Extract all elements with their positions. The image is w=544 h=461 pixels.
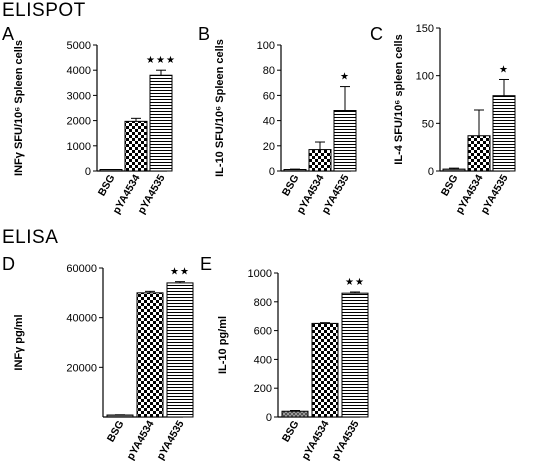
section-title-elispot: ELISPOT	[2, 0, 86, 21]
bar-pya4534	[467, 135, 491, 172]
y-tick-label: 80	[263, 65, 275, 77]
y-tick-label: 20000	[66, 362, 97, 374]
y-tick-label: 40000	[66, 313, 97, 325]
panel-letter: C	[370, 24, 383, 44]
significance-stars: ★★★	[146, 55, 176, 66]
y-tick-label: 600	[254, 326, 272, 338]
y-tick-label: 1000	[248, 268, 272, 280]
bar-pya4535	[166, 282, 194, 418]
x-tick-label: pYA4534	[300, 418, 332, 461]
y-tick-label: 60	[263, 90, 275, 102]
y-tick-label: 0	[269, 166, 275, 178]
y-tick-label: 40	[263, 116, 275, 128]
bar-pya4535	[333, 110, 357, 172]
chart-panel-b: B IL-10 SFU/10⁶ Spleen cells 0 20 40 60 80 100 B…	[198, 24, 357, 216]
panel-letter: B	[198, 24, 210, 44]
y-axis-label: INFγ SFU/10⁶ Spleen cells	[13, 40, 25, 176]
significance-stars: ★	[499, 64, 509, 75]
x-tick-label: BSG	[280, 419, 302, 445]
y-tick-label: 60000	[66, 263, 97, 275]
y-tick-label: 1000	[67, 141, 91, 153]
y-tick-label: 150	[416, 23, 434, 35]
bar-bsg	[283, 169, 307, 172]
y-tick-label: 2000	[67, 116, 91, 128]
bar-bsg	[106, 414, 134, 418]
chart-panel-c: CIL-4 SFU/10⁶ spleen cells050100150BSGpY…	[370, 23, 516, 216]
x-tick-label: pYA4534	[125, 418, 157, 461]
panel-letter: D	[2, 254, 15, 274]
bar-bsg	[281, 410, 309, 418]
y-tick-label: 50	[422, 118, 434, 130]
bar-bsg	[99, 169, 123, 172]
y-tick-label: 400	[254, 354, 272, 366]
y-tick-label: 100	[416, 71, 434, 83]
y-axis-label: IL-10 SFU/10⁶ Spleen cells	[214, 39, 226, 177]
bar-bsg	[442, 168, 466, 172]
y-axis-label: IL-4 SFU/10⁶ spleen cells	[393, 34, 405, 164]
y-tick-label: 0	[266, 412, 272, 424]
y-axis-label: IL-10 pg/ml	[217, 316, 229, 374]
significance-stars: ★★	[170, 267, 190, 278]
y-tick-label: 200	[254, 383, 272, 395]
bar-pya4534	[124, 120, 148, 172]
x-tick-label: pYA4535	[155, 418, 187, 461]
y-tick-label: 0	[85, 166, 91, 178]
bar-pya4534	[308, 149, 332, 172]
section-title-elisa: ELISA	[2, 227, 59, 248]
bar-pya4535	[341, 292, 369, 418]
panel-letter: E	[200, 254, 212, 274]
y-axis-label: INFγ pg/ml	[13, 314, 25, 370]
x-tick-label: BSG	[96, 173, 118, 199]
significance-stars: ★	[340, 72, 350, 83]
bar-pya4535	[492, 95, 516, 172]
y-tick-label: 100	[257, 40, 275, 52]
y-tick-label: 5000	[67, 40, 91, 52]
bar-pya4535	[149, 74, 173, 172]
panel-letter: A	[2, 24, 14, 44]
y-tick-label: 0	[428, 166, 434, 178]
x-tick-label: BSG	[439, 173, 461, 199]
x-tick-label: BSG	[105, 419, 127, 445]
significance-stars: ★★	[345, 277, 365, 288]
y-tick-label: 4000	[67, 65, 91, 77]
y-tick-label: 3000	[67, 90, 91, 102]
x-tick-label: BSG	[280, 173, 302, 199]
bar-pya4534	[311, 322, 339, 418]
y-tick-label: 20	[263, 141, 275, 153]
x-tick-label: pYA4535	[330, 418, 362, 461]
y-tick-label: 800	[254, 297, 272, 309]
bar-pya4534	[136, 292, 164, 418]
